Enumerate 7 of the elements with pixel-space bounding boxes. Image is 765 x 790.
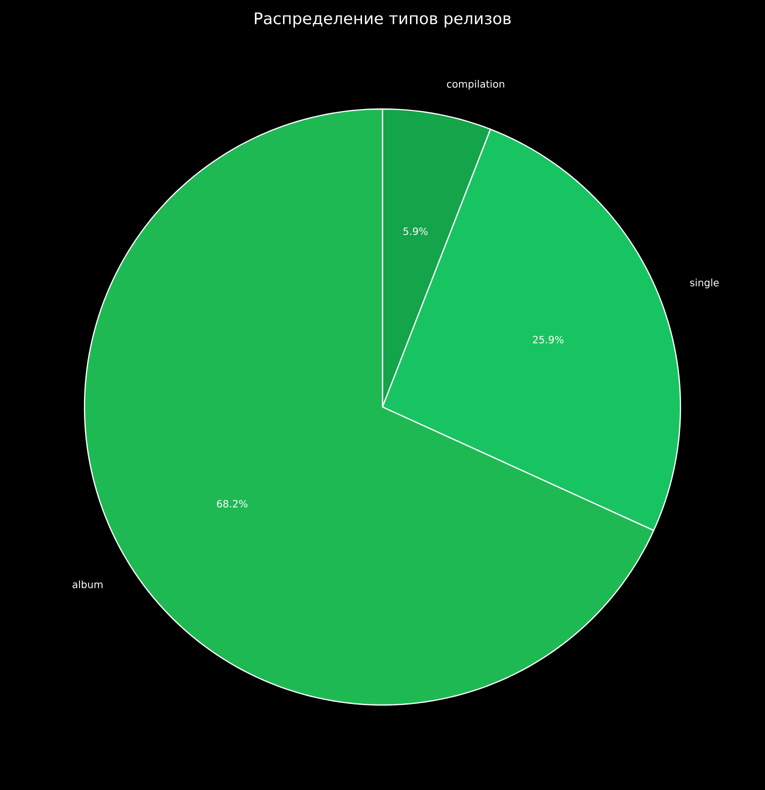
chart-title: Распределение типов релизов — [254, 12, 511, 28]
slice-label: album — [72, 580, 102, 588]
slice-label: single — [690, 278, 719, 288]
data-label: 68.2% — [216, 500, 248, 508]
data-label: 25.9% — [532, 336, 564, 344]
data-label: 5.9% — [404, 227, 428, 236]
slice-label: compilation — [446, 80, 504, 90]
